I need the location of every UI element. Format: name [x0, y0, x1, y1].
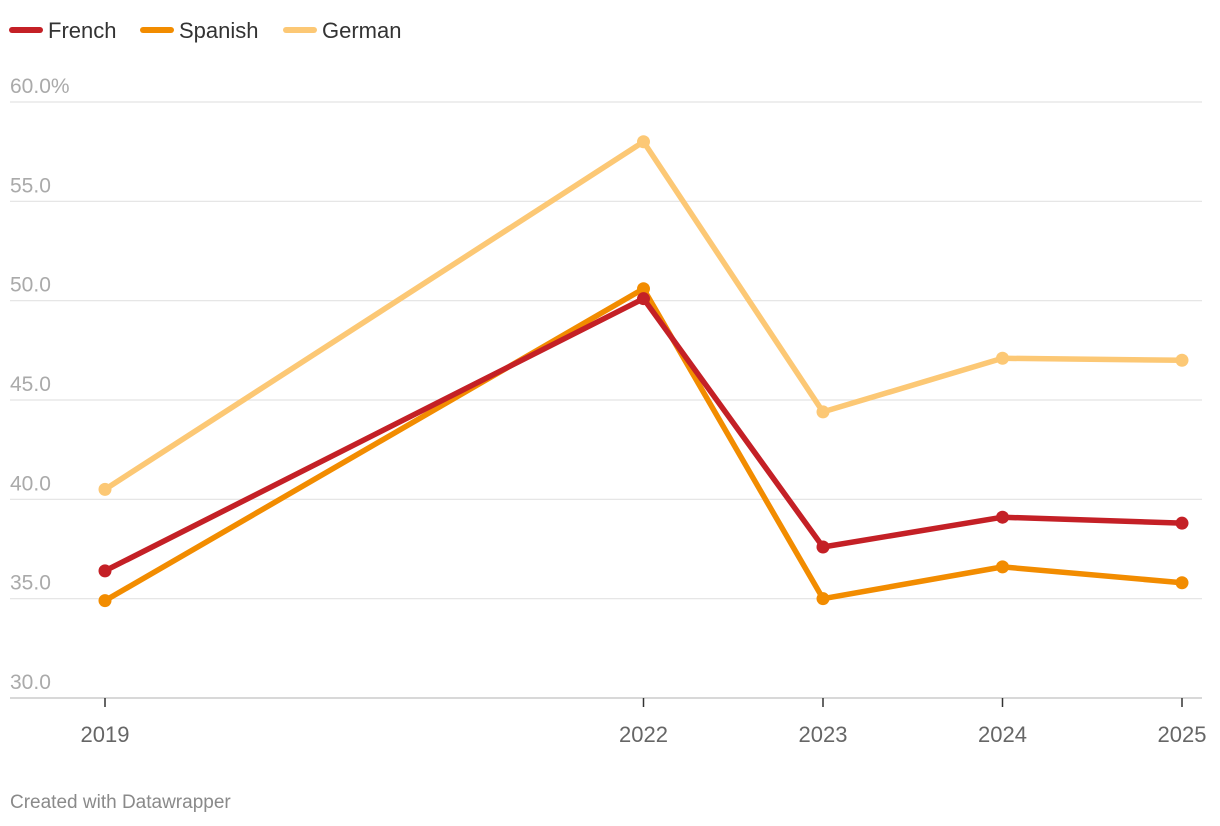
data-point-german — [637, 135, 650, 149]
y-tick-label: 50.0 — [10, 274, 51, 297]
y-tick-label: 35.0 — [10, 572, 51, 595]
y-tick-label: 40.0 — [10, 472, 51, 495]
data-point-german — [98, 482, 112, 496]
legend-label: German — [322, 18, 401, 43]
x-tick-label: 2024 — [978, 722, 1027, 747]
data-point-german — [816, 405, 830, 419]
y-axis-ticks: 30.0 35.0 40.0 45.0 50.0 55.0 60.0% — [10, 75, 70, 694]
data-point-german — [1175, 353, 1189, 367]
series-line-german — [102, 138, 1185, 493]
grid-lines — [10, 101, 1202, 699]
legend-item-french: French — [9, 18, 116, 43]
legend-item-spanish: Spanish — [140, 18, 259, 43]
data-point-french — [98, 564, 112, 578]
series-spanish — [98, 282, 1189, 608]
legend-label: Spanish — [179, 18, 259, 43]
series-layer — [98, 135, 1189, 608]
data-point-spanish — [996, 560, 1009, 574]
legend: French Spanish German — [9, 18, 401, 43]
legend-label: French — [48, 18, 116, 43]
credit-text: Created with Datawrapper — [10, 792, 231, 813]
series-german — [98, 135, 1189, 496]
data-point-spanish — [816, 592, 830, 606]
data-point-spanish — [637, 282, 650, 296]
y-tick-label: 45.0 — [10, 373, 51, 396]
series-line-french — [102, 295, 1185, 574]
data-point-german — [996, 351, 1009, 365]
series-line-spanish — [102, 285, 1185, 604]
x-tick-label: 2022 — [619, 722, 668, 747]
x-tick-label: 2019 — [81, 722, 130, 747]
data-point-french — [816, 540, 830, 554]
y-tick-label: 30.0 — [10, 671, 51, 694]
data-point-spanish — [1175, 576, 1189, 590]
data-point-spanish — [98, 594, 112, 608]
series-french — [98, 292, 1189, 578]
data-point-french — [996, 510, 1009, 524]
x-tick-label: 2023 — [799, 722, 848, 747]
y-tick-label: 55.0 — [10, 174, 51, 197]
legend-item-german: German — [283, 18, 401, 43]
y-tick-label: 60.0% — [10, 75, 70, 98]
data-point-french — [1175, 516, 1189, 530]
data-point-french — [637, 292, 650, 306]
x-axis: 2019 2022 2023 2024 2025 — [81, 698, 1207, 747]
x-tick-label: 2025 — [1158, 722, 1207, 747]
